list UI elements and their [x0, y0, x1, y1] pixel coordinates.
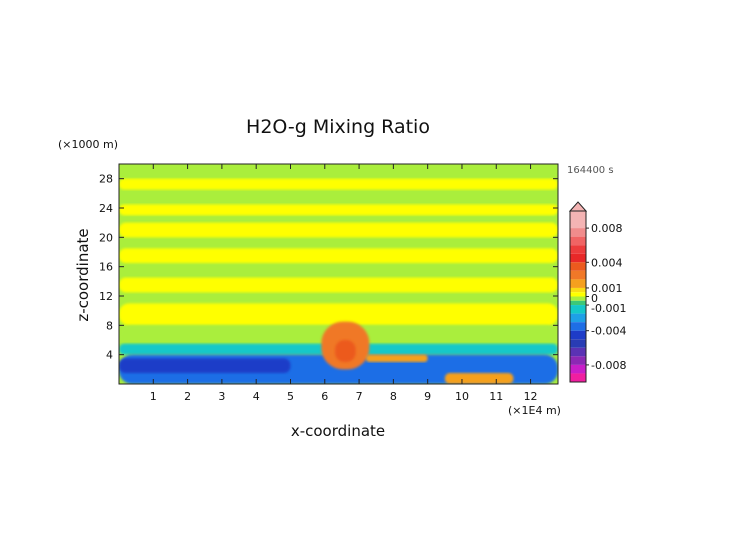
x-tick-label: 5 [287, 390, 294, 403]
x-tick-label: 3 [218, 390, 225, 403]
y-tick-label: 12 [99, 290, 113, 303]
y-tick-label: 16 [99, 261, 113, 274]
colorbar-level [570, 236, 586, 246]
colorbar-level [570, 313, 586, 323]
region-band-z13 [119, 277, 558, 293]
x-tick-label: 9 [424, 390, 431, 403]
colorbar-level [570, 305, 586, 314]
colorbar-tick-label: 0.001 [591, 282, 623, 295]
colorbar-tick-label: 0.008 [591, 222, 623, 235]
colorbar-level [570, 364, 586, 374]
colorbar-level [570, 356, 586, 365]
x-tick-label: 2 [184, 390, 191, 403]
x-tick-label: 7 [356, 390, 363, 403]
plot-area [119, 164, 558, 384]
x-tick-label: 4 [253, 390, 260, 403]
y-tick-label: 24 [99, 202, 113, 215]
region-band-z27 [119, 178, 558, 190]
colorbar-tick-label: -0.004 [591, 325, 626, 338]
region-surface-warm [444, 373, 514, 384]
colorbar-tick-label: -0.001 [591, 302, 626, 315]
colorbar-level [570, 300, 586, 306]
colorbar-level [570, 292, 586, 297]
region-band-z21 [119, 222, 558, 238]
colorbar-tick-label: -0.008 [591, 359, 626, 372]
x-tick-label: 12 [524, 390, 538, 403]
colorbar-level [570, 279, 586, 288]
y-tick-label: 20 [99, 231, 113, 244]
plot-frame [118, 163, 559, 385]
colorbar-tick-label: 0.004 [591, 256, 623, 269]
x-tick-label: 11 [489, 390, 503, 403]
colorbar-level [570, 287, 586, 293]
colorbar-level [570, 211, 586, 229]
y-unit-label: (×1000 m) [58, 138, 118, 151]
colorbar-level [570, 347, 586, 357]
colorbar-level [570, 322, 586, 331]
y-tick-label: 4 [106, 349, 113, 362]
colorbar-level [570, 330, 586, 340]
x-tick-label: 8 [390, 390, 397, 403]
y-axis-label: z-coordinate [74, 228, 92, 321]
region-band-z8 [119, 303, 558, 326]
region-band-z17 [119, 248, 558, 263]
chart-title: H2O-g Mixing Ratio [246, 116, 430, 138]
colorbar-tick-label: 0 [591, 292, 598, 305]
x-axis-label: x-coordinate [291, 422, 385, 440]
colorbar-top-cap [568, 201, 588, 212]
region-band-z24 [119, 204, 558, 216]
colorbar-level [570, 270, 586, 280]
region-surface-dark-blue [119, 358, 291, 373]
time-label: 164400 s [567, 165, 614, 176]
y-tick-label: 28 [99, 173, 113, 186]
colorbar-level [570, 228, 586, 237]
y-tick-label: 8 [106, 319, 113, 332]
colorbar-level [570, 339, 586, 348]
colorbar-level [570, 373, 586, 382]
region-plume-core [335, 340, 356, 362]
x-unit-label: (×1E4 m) [508, 404, 561, 417]
colorbar-level [570, 262, 586, 271]
colorbar-level [570, 253, 586, 263]
colorbar-level [570, 245, 586, 254]
x-tick-label: 10 [455, 390, 469, 403]
x-tick-label: 1 [150, 390, 157, 403]
x-tick-label: 6 [321, 390, 328, 403]
colorbar-level [570, 296, 586, 301]
region-outflow-orange [365, 354, 428, 362]
